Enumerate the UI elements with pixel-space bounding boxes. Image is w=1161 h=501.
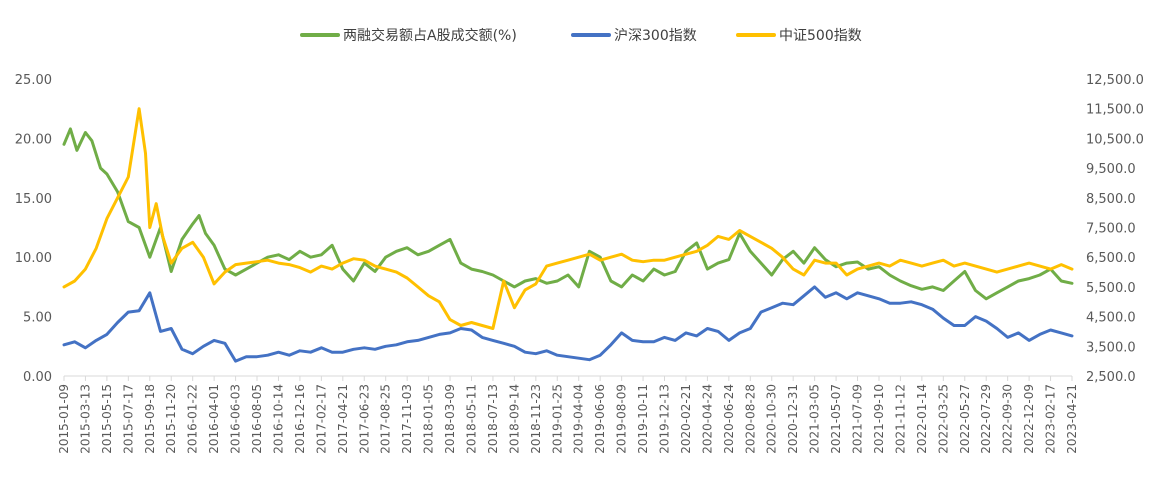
x-tick-label: 2018-01-05 [422,384,436,454]
x-tick-label: 2020-10-30 [765,384,779,454]
left-tick-label: 15.00 [15,192,52,207]
x-tick-label: 2023-02-17 [1044,384,1058,454]
legend-label-3: 中证500指数 [779,28,862,44]
x-tick-label: 2018-03-09 [443,384,457,454]
x-tick-label: 2015-09-18 [143,384,157,454]
x-tick-label: 2019-06-06 [593,384,607,454]
x-tick-label: 2021-05-07 [829,384,843,454]
series-line-3 [62,107,1074,330]
x-tick-label: 2023-04-21 [1065,384,1079,454]
left-tick-label: 0.00 [23,370,52,385]
x-tick-label: 2019-10-11 [636,384,650,454]
x-tick-label: 2015-07-17 [121,384,135,454]
right-tick-label: 9,500.0 [1086,162,1136,177]
x-tick-label: 2020-04-24 [700,384,714,454]
x-tick-label: 2016-04-01 [207,384,221,454]
right-tick-label: 3,500.0 [1086,340,1136,355]
right-tick-label: 12,500.0 [1086,73,1144,88]
x-tick-label: 2022-09-30 [1001,384,1015,454]
legend: 两融交易额占A股成交额(%) 沪深300指数 中证500指数 [300,27,862,44]
series-line-2 [62,285,1074,363]
x-tick-label: 2015-11-20 [164,384,178,454]
x-tick-label: 2020-02-21 [679,384,693,454]
x-tick-label: 2016-01-22 [186,384,200,454]
x-tick-label: 2016-06-03 [229,384,243,454]
x-tick-label: 2021-03-05 [808,384,822,454]
right-axis: 2,500.0 3,500.0 4,500.0 5,500.0 6,500.0 7,500… [1086,73,1144,385]
x-tick-label: 2021-07-09 [851,384,865,454]
x-tick-label: 2015-03-13 [78,384,92,454]
series-layer [62,107,1074,363]
x-tick-label: 2019-01-25 [550,384,564,454]
x-tick-label: 2020-08-28 [743,384,757,454]
right-tick-label: 2,500.0 [1086,370,1136,385]
x-tick-label: 2017-06-23 [357,384,371,454]
x-tick-label: 2015-05-15 [100,384,114,454]
x-tick-label: 2022-01-14 [915,384,929,454]
x-tick-label: 2016-08-05 [250,384,264,454]
x-tick-label: 2018-11-23 [529,384,543,454]
right-tick-label: 10,500.0 [1086,132,1144,147]
x-tick-label: 2022-07-29 [979,384,993,454]
legend-label-1: 两融交易额占A股成交额(%) [343,27,517,44]
left-tick-label: 25.00 [15,73,52,88]
x-tick-label: 2022-05-27 [958,384,972,454]
x-tick-label: 2021-11-12 [893,384,907,454]
x-tick-label: 2019-12-13 [658,384,672,454]
x-tick-label: 2022-12-09 [1022,384,1036,454]
left-tick-label: 20.00 [15,132,52,147]
x-tick-label: 2016-12-16 [293,384,307,454]
x-tick-label: 2019-04-04 [572,384,586,454]
x-tick-label: 2022-03-25 [936,384,950,454]
left-tick-label: 10.00 [15,251,52,266]
x-axis: 2015-01-09 2015-03-13 2015-05-15 2015-07-17… [57,376,1079,454]
x-tick-label: 2017-11-03 [400,384,414,454]
right-tick-label: 8,500.0 [1086,192,1136,207]
right-tick-label: 6,500.0 [1086,251,1136,266]
series-line-1 [62,127,1074,301]
x-tick-label: 2017-08-25 [379,384,393,454]
x-tick-label: 2020-12-31 [786,384,800,454]
right-tick-label: 7,500.0 [1086,222,1136,237]
x-tick-label: 2020-06-24 [722,384,736,454]
x-tick-label: 2021-09-10 [872,384,886,454]
x-tick-label: 2015-01-09 [57,384,71,454]
x-tick-label: 2018-07-13 [486,384,500,454]
right-tick-label: 4,500.0 [1086,311,1136,326]
x-tick-label: 2018-05-11 [464,384,478,454]
left-tick-label: 5.00 [23,311,52,326]
right-tick-label: 11,500.0 [1086,103,1144,118]
x-tick-label: 2017-02-17 [314,384,328,454]
x-tick-label: 2019-08-09 [615,384,629,454]
x-tick-label: 2018-09-14 [507,384,521,454]
legend-label-2: 沪深300指数 [614,28,697,44]
x-tick-label: 2016-10-14 [271,384,285,454]
x-tick-label: 2017-04-21 [336,384,350,454]
right-tick-label: 5,500.0 [1086,281,1136,296]
left-axis: 0.00 5.00 10.00 15.00 20.00 25.00 [15,73,52,385]
